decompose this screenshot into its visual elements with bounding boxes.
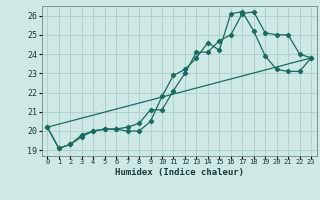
X-axis label: Humidex (Indice chaleur): Humidex (Indice chaleur) bbox=[115, 168, 244, 177]
